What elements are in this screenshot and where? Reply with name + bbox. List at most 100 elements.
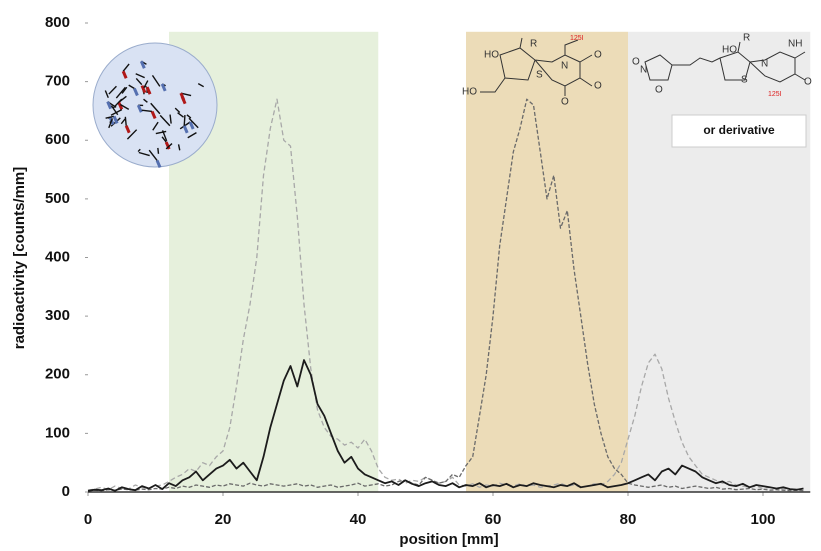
network-tag [139, 60, 146, 69]
shaded-region [628, 31, 811, 492]
x-tick-label: 40 [350, 511, 367, 528]
y-tick-label: 200 [45, 366, 70, 383]
network-strand [124, 116, 127, 126]
network-strand [137, 148, 141, 153]
y-tick-label: 400 [45, 248, 70, 265]
network-strand [135, 73, 145, 79]
network-strand [141, 109, 153, 113]
network-strand [177, 112, 184, 118]
svg-text:R: R [530, 39, 537, 50]
y-tick-label: 0 [62, 483, 70, 500]
svg-text:O: O [804, 77, 812, 88]
x-tick-label: 20 [215, 511, 232, 528]
svg-text:S: S [741, 75, 748, 86]
network-strand [148, 149, 158, 161]
network-strand [104, 90, 109, 99]
structure-2: O O N HO R S N NH O 125I [632, 33, 812, 98]
network-tag [117, 101, 124, 110]
network-strand [126, 129, 138, 140]
network-strand [105, 115, 115, 119]
network-strand [135, 77, 143, 86]
network-strand [188, 117, 199, 129]
network-tag [145, 86, 152, 95]
network-strand [165, 143, 173, 150]
svg-text:R: R [743, 33, 750, 44]
network-strand [174, 107, 181, 113]
svg-text:HO: HO [484, 50, 499, 61]
structure-1: HO R HO S N O O O 125I [462, 35, 602, 108]
x-tick-label: 60 [485, 511, 502, 528]
network-tag [140, 85, 147, 94]
x-axis-title: position [mm] [399, 531, 498, 548]
network-tag [121, 70, 128, 79]
svg-text:HO: HO [462, 87, 477, 98]
network-strand [138, 151, 150, 157]
x-tick-label: 0 [84, 511, 92, 528]
network-strand [112, 98, 123, 109]
y-tick-label: 300 [45, 307, 70, 324]
network-strand [157, 147, 160, 154]
x-tick-label: 100 [750, 511, 775, 528]
svg-text:O: O [632, 57, 640, 68]
series-line [87, 359, 804, 492]
network-strand [187, 131, 197, 139]
svg-text:O: O [655, 85, 663, 96]
network-tag [179, 92, 186, 101]
network-strand [155, 130, 167, 135]
network-strand [169, 114, 172, 124]
network-strand [128, 84, 135, 90]
network-strand [120, 103, 130, 111]
y-tick-label: 600 [45, 131, 70, 148]
y-tick-label: 500 [45, 190, 70, 207]
network-strand [159, 114, 171, 127]
network-strand [152, 121, 159, 131]
svg-text:O: O [594, 50, 602, 61]
network-strand [183, 115, 186, 126]
svg-text:O: O [594, 81, 602, 92]
network-tag [155, 159, 162, 169]
svg-text:HO: HO [722, 45, 737, 56]
network-tag [150, 110, 157, 120]
annotation: or derivative [703, 123, 775, 137]
svg-text:N: N [761, 59, 768, 70]
network-tag [164, 141, 171, 150]
network-tag [124, 125, 131, 134]
svg-text:125I: 125I [768, 91, 782, 98]
network-tag [112, 115, 119, 124]
network-tag [188, 121, 195, 130]
svg-text:N: N [561, 61, 568, 72]
network-strand [121, 86, 128, 94]
network-strand [197, 82, 205, 88]
svg-text:S: S [536, 70, 543, 81]
y-axis-title: radioactivity [counts/mm] [11, 167, 28, 350]
y-tick-label: 700 [45, 73, 70, 90]
network-strand [143, 98, 148, 103]
y-tick-label: 800 [45, 14, 70, 31]
network-tag [136, 104, 143, 113]
svg-text:NH: NH [788, 39, 802, 50]
network-strand [120, 118, 126, 125]
shaded-region [466, 31, 628, 492]
network-strand [122, 63, 130, 72]
y-tick-label: 100 [45, 424, 70, 441]
svg-text:N: N [640, 65, 647, 76]
network-tag [133, 87, 139, 97]
network-strand [108, 85, 117, 95]
network-strand [143, 80, 149, 89]
network-strand [150, 102, 161, 115]
network-tag [160, 83, 167, 92]
x-tick-label: 80 [620, 511, 637, 528]
network-strand [179, 121, 191, 130]
svg-text:O: O [561, 97, 569, 108]
network-strand [151, 75, 161, 87]
network-tag [106, 101, 113, 110]
network-strand [108, 118, 114, 129]
svg-text:125I: 125I [570, 35, 584, 42]
network-strand [161, 136, 167, 143]
network-strand [110, 105, 119, 116]
annotation-box [671, 114, 807, 148]
network-strand [115, 86, 126, 99]
network-strand [161, 130, 168, 142]
network-strand [177, 144, 181, 151]
